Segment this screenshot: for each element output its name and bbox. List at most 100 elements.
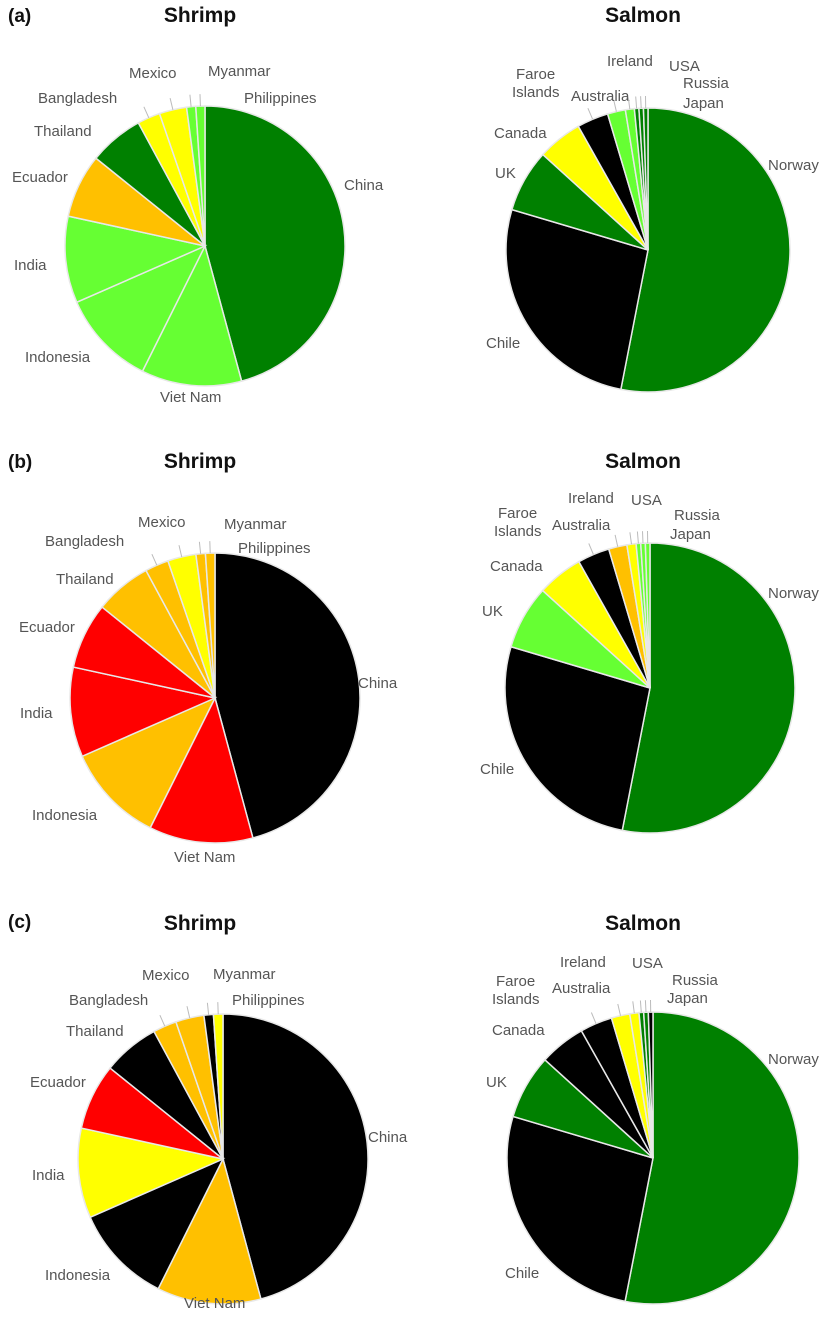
slice-label: Faroe Islands xyxy=(512,66,560,101)
slice-viet-nam xyxy=(157,1156,262,1305)
slice-label: Chile xyxy=(486,335,520,352)
leader-line xyxy=(198,541,202,554)
slice-label: Japan xyxy=(667,990,708,1007)
slice-label: India xyxy=(20,705,53,722)
leader-line xyxy=(588,543,594,555)
slice-japan xyxy=(644,542,651,689)
leader-line xyxy=(640,96,642,109)
chart-title-salmon-b: Salmon xyxy=(605,450,681,473)
slice-label: Thailand xyxy=(56,571,114,588)
slice-label: Philippines xyxy=(244,90,317,107)
slice-label: Ireland xyxy=(607,53,653,70)
leader-line xyxy=(143,106,150,119)
leader-line xyxy=(587,108,594,120)
slice-label: Philippines xyxy=(238,540,311,557)
leader-line xyxy=(639,1000,642,1013)
slice-label: Australia xyxy=(571,88,630,105)
slice-label: Russia xyxy=(672,972,719,989)
slice-china xyxy=(222,1013,369,1300)
slice-label: Ireland xyxy=(568,490,614,507)
slice-label: Japan xyxy=(670,526,711,543)
slice-label: Indonesia xyxy=(25,349,91,366)
pie-salmon-b: Norway Chile UK Canada Faroe Islands Australia… xyxy=(480,490,819,834)
slice-chile xyxy=(505,208,649,391)
slice-label: Japan xyxy=(683,95,724,112)
chart-title-salmon-a: Salmon xyxy=(605,4,681,27)
slice-label: India xyxy=(14,257,47,274)
slice-india xyxy=(77,1127,226,1219)
slice-label: Thailand xyxy=(66,1023,124,1040)
pie-salmon-a: Norway Chile UK Canada Faroe Islands Australia… xyxy=(486,53,819,393)
slice-china xyxy=(204,105,346,383)
chart-title-shrimp-b: Shrimp xyxy=(163,450,237,473)
slice-label: Chile xyxy=(505,1265,539,1282)
pie-shrimp-b: China Viet Nam Indonesia India Ecuador Thaila… xyxy=(19,514,398,866)
slice-label: Australia xyxy=(552,517,611,534)
leader-line xyxy=(206,1002,210,1015)
slice-label: UK xyxy=(482,603,503,620)
slice-label: Myanmar xyxy=(213,966,276,983)
slice-label: Russia xyxy=(683,75,730,92)
slice-label: UK xyxy=(495,165,516,182)
leader-line xyxy=(614,534,619,547)
slice-label: Mexico xyxy=(138,514,186,531)
slice-label: Thailand xyxy=(34,123,92,140)
slice-chile xyxy=(504,645,651,832)
slice-label: India xyxy=(32,1167,65,1184)
pie-shrimp-a: China Viet Nam Indonesia India Ecuador Thaila… xyxy=(12,63,384,406)
slice-india xyxy=(64,215,208,304)
slice-label: China xyxy=(358,675,398,692)
leader-line xyxy=(627,97,631,110)
slice-label: Ecuador xyxy=(19,619,75,636)
leader-line xyxy=(644,1000,647,1013)
slice-label: Faroe Islands xyxy=(492,973,540,1008)
chart-title-shrimp-c: Shrimp xyxy=(163,912,237,935)
slice-label: Bangladesh xyxy=(45,533,124,550)
leader-line xyxy=(169,97,174,110)
slice-label: USA xyxy=(631,492,662,509)
slice-label: Mexico xyxy=(142,967,190,984)
slice-label: USA xyxy=(669,58,700,75)
slice-label: USA xyxy=(632,955,663,972)
slice-label: Indonesia xyxy=(32,807,98,824)
slice-label: Myanmar xyxy=(208,63,271,80)
slice-label: Ecuador xyxy=(12,169,68,186)
pie-salmon-c: Norway Chile UK Canada Faroe Islands Australia… xyxy=(486,954,819,1305)
leader-line xyxy=(629,532,632,545)
chart-title-shrimp-a: Shrimp xyxy=(163,4,237,27)
slice-norway xyxy=(621,542,796,834)
slice-norway xyxy=(624,1011,800,1305)
slice-label: Viet Nam xyxy=(184,1295,245,1312)
leader-line xyxy=(635,96,638,109)
slice-viet-nam xyxy=(141,243,243,387)
leader-line xyxy=(159,1014,166,1027)
chart-title-salmon-c: Salmon xyxy=(605,912,681,935)
slice-label: UK xyxy=(486,1074,507,1091)
slice-label: Viet Nam xyxy=(174,849,235,866)
slice-label: Chile xyxy=(480,761,514,778)
leader-line xyxy=(632,1001,635,1014)
slice-label: Mexico xyxy=(129,65,177,82)
slice-viet-nam xyxy=(149,695,254,844)
slice-label: Ireland xyxy=(560,954,606,971)
slice-label: Norway xyxy=(768,157,819,174)
slice-label: Canada xyxy=(494,125,547,142)
leader-line xyxy=(151,553,158,566)
leader-line xyxy=(189,94,192,107)
panel-letter-b: (b) xyxy=(8,452,33,473)
slice-india xyxy=(69,666,218,758)
leader-line xyxy=(613,99,617,112)
slice-label: Philippines xyxy=(232,992,305,1009)
slice-label: Viet Nam xyxy=(160,389,221,406)
slice-label: Australia xyxy=(552,980,611,997)
slice-china xyxy=(214,552,361,839)
slice-label: Norway xyxy=(768,1051,819,1068)
leader-line xyxy=(178,545,183,558)
slice-label: China xyxy=(344,177,384,194)
slice-indonesia xyxy=(75,244,207,373)
panel-letter-c: (c) xyxy=(8,912,32,933)
slice-label: Myanmar xyxy=(224,516,287,533)
slice-label: Canada xyxy=(492,1022,545,1039)
slice-label: Russia xyxy=(674,507,721,524)
leader-line xyxy=(617,1003,621,1016)
